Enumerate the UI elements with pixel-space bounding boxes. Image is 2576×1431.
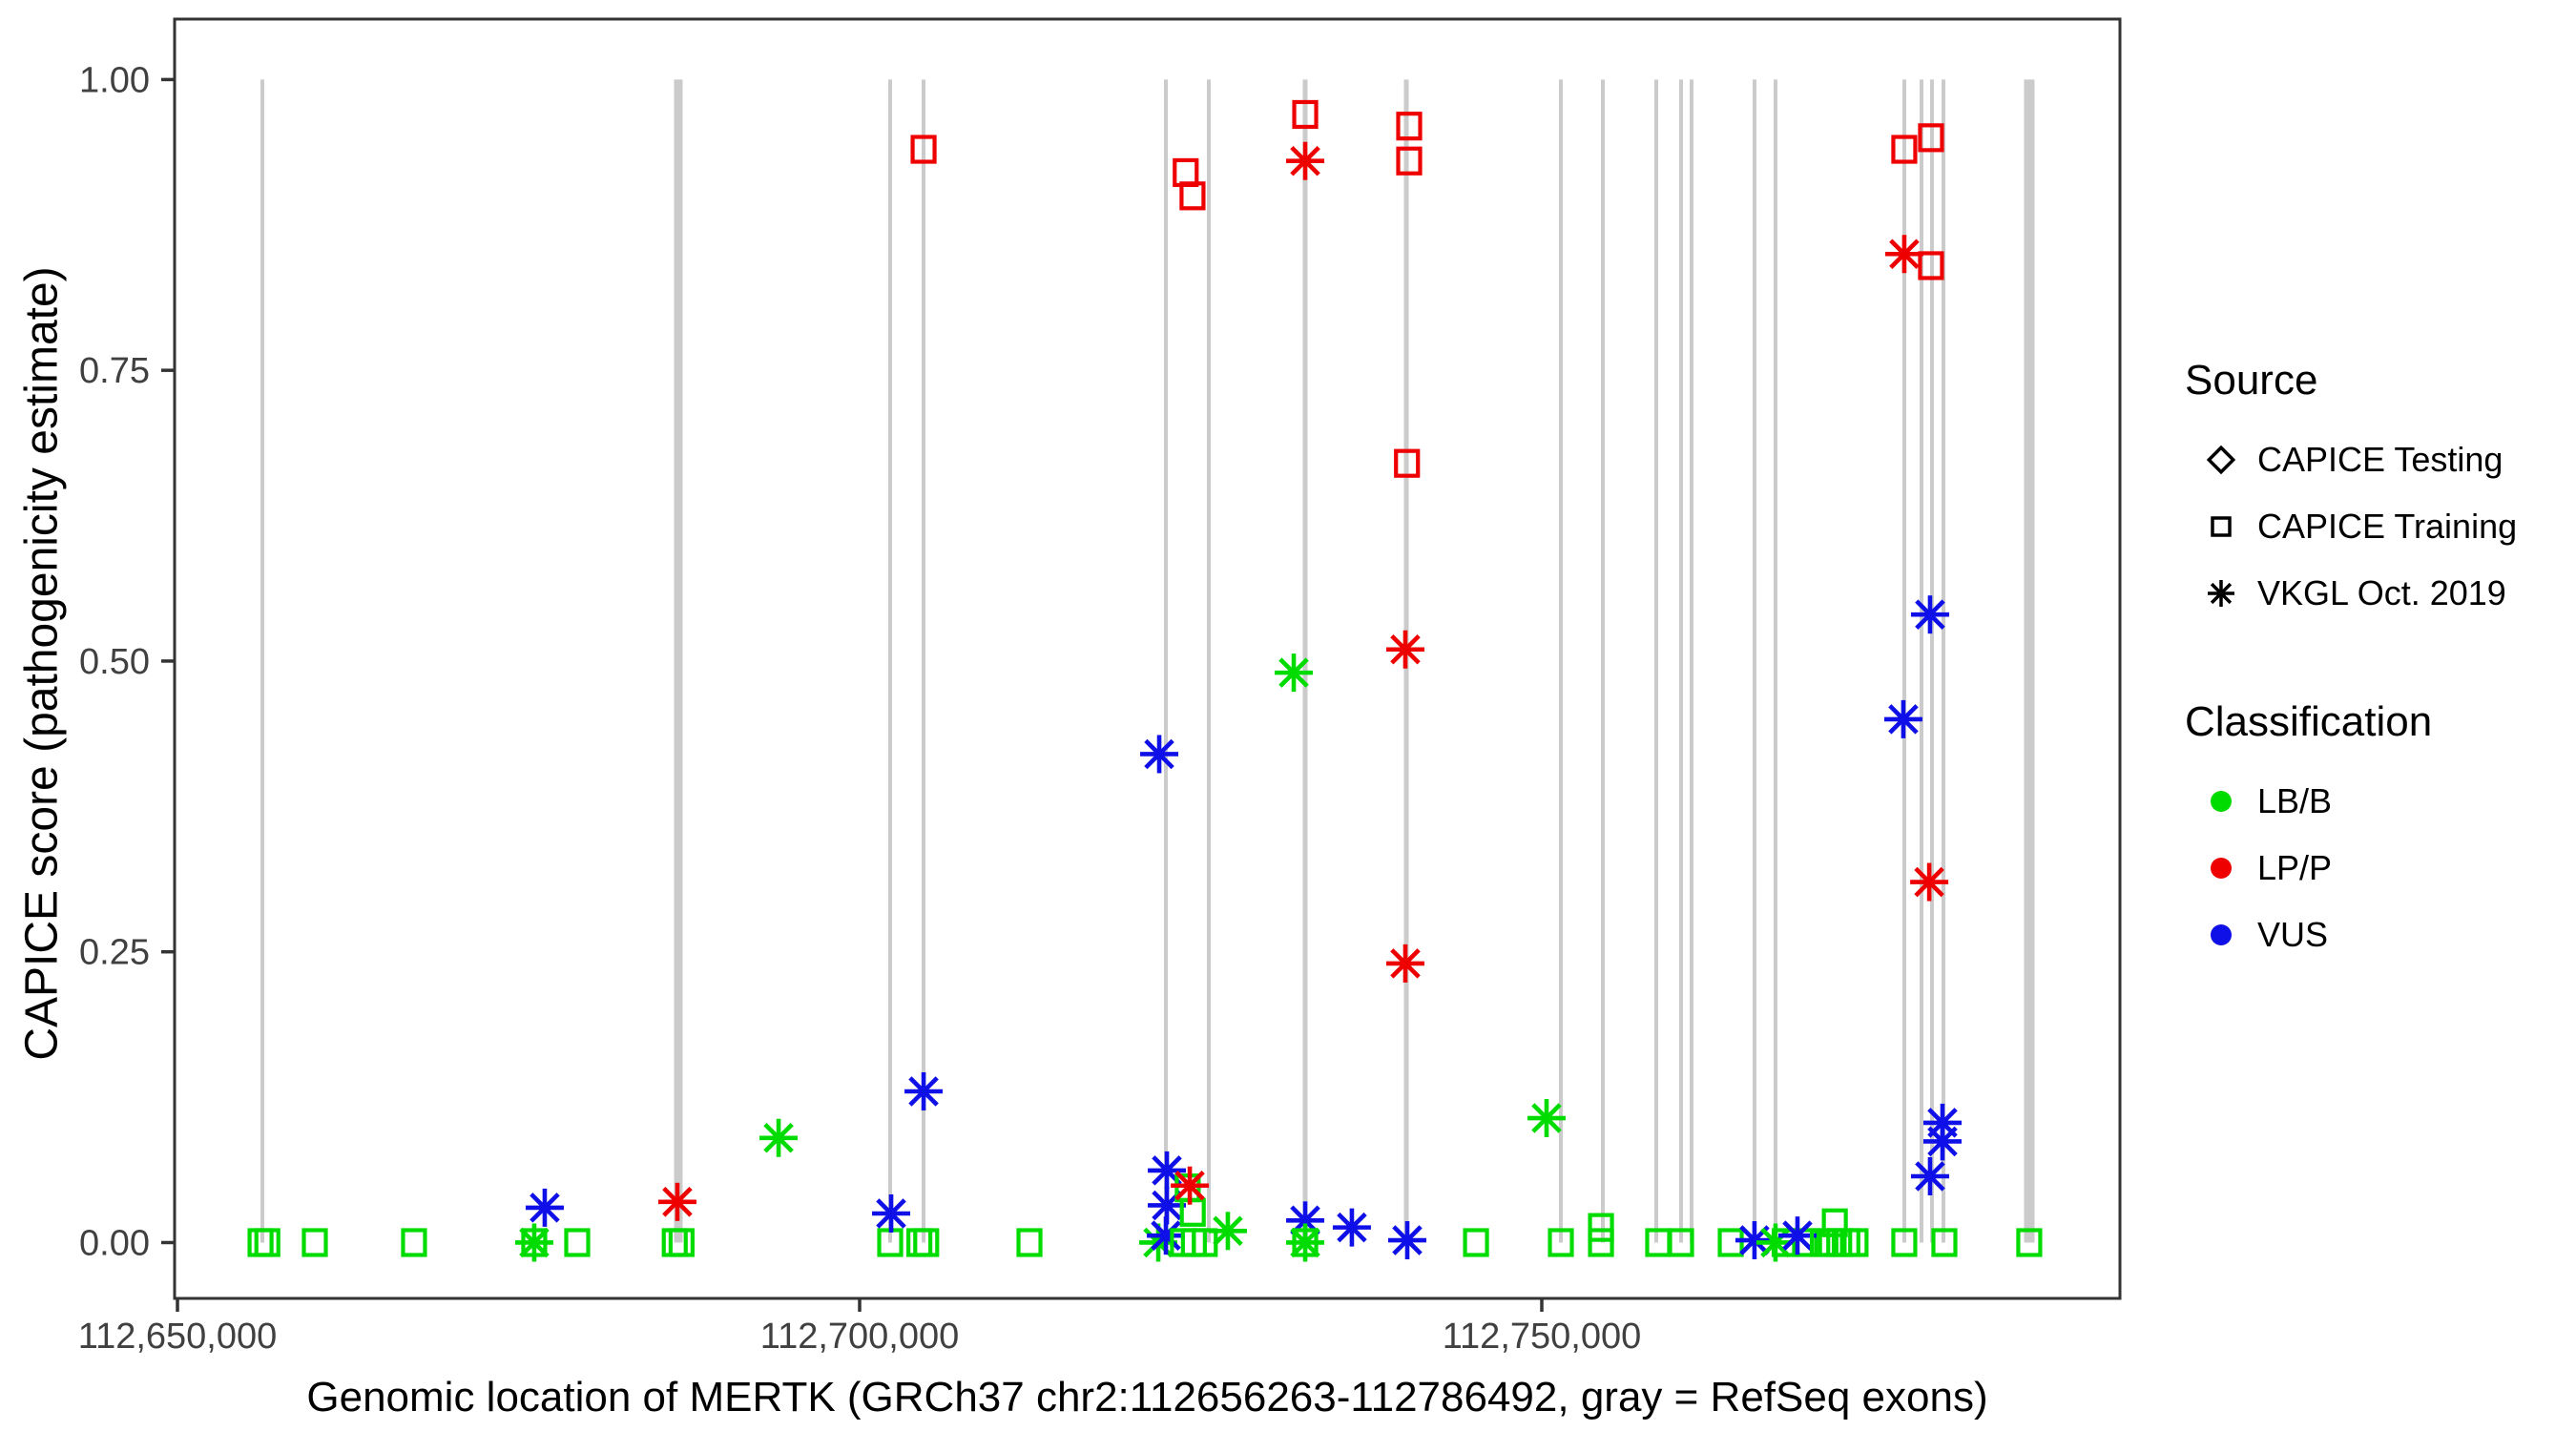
legend-item: VKGL Oct. 2019 (2185, 560, 2517, 627)
data-point-asterisk (872, 1194, 911, 1234)
data-point-square (301, 1228, 328, 1257)
data-point-asterisk (1922, 1122, 1962, 1161)
data-point-asterisk (1910, 1156, 1949, 1195)
data-point-asterisk (1332, 1208, 1371, 1247)
data-point-asterisk (1385, 630, 1424, 669)
data-point-square (1173, 157, 1199, 188)
data-point-asterisk (904, 1072, 944, 1111)
dot-icon (2211, 858, 2232, 879)
diamond-icon (2206, 445, 2236, 475)
data-point-square (1891, 135, 1918, 164)
panel-border (173, 17, 2122, 1300)
data-point-asterisk (759, 1118, 799, 1157)
y-tick-label: 0.00 (79, 1223, 150, 1263)
x-tick-label: 112,700,000 (760, 1317, 960, 1357)
data-point-square (1717, 1228, 1744, 1257)
legend-marker (2185, 500, 2257, 553)
data-point-square (254, 1228, 280, 1257)
legend-marker (2185, 908, 2257, 962)
data-point-asterisk (514, 1223, 553, 1262)
data-point-square (401, 1228, 427, 1257)
data-point-square (564, 1228, 591, 1257)
data-point-asterisk (1275, 653, 1314, 693)
data-point-square (668, 1228, 695, 1257)
legend-item: CAPICE Testing (2185, 426, 2517, 493)
legend-item: CAPICE Training (2185, 493, 2517, 560)
legend-item-label: VUS (2257, 915, 2329, 954)
data-point-square (1588, 1228, 1614, 1257)
data-point-asterisk (1387, 1221, 1426, 1260)
data-point-square (1931, 1228, 1958, 1257)
data-point-square (906, 1228, 933, 1257)
data-point-square (1179, 1197, 1206, 1227)
data-point-asterisk (1910, 595, 1949, 634)
dot-icon (2211, 791, 2232, 812)
legend-marker (2185, 567, 2257, 620)
data-point-square (1396, 146, 1423, 176)
data-point-square (1016, 1228, 1043, 1257)
legend-source-title: Source (2185, 357, 2318, 404)
legend-item-label: LP/P (2257, 848, 2333, 887)
data-point-square (1396, 112, 1423, 141)
legend-item-label: LB/B (2257, 781, 2333, 820)
data-point-asterisk (1147, 1216, 1186, 1255)
legend-marker (2185, 841, 2257, 895)
legend-classification-title: Classification (2185, 698, 2433, 745)
data-point-square (2016, 1228, 2043, 1257)
data-point-square (1463, 1228, 1489, 1257)
data-point-square (910, 135, 937, 164)
legend-item: VUS (2185, 902, 2432, 968)
data-point-square (1394, 448, 1421, 478)
dot-icon (2211, 924, 2232, 945)
data-point-square (1842, 1228, 1869, 1257)
data-point-asterisk (657, 1182, 696, 1221)
data-point-asterisk (525, 1188, 564, 1227)
y-axis-title: CAPICE score (pathogenicity estimate) (16, 266, 68, 1061)
data-point-asterisk (1910, 862, 1949, 902)
square-icon (2211, 516, 2232, 537)
x-tick-label: 112,650,000 (78, 1317, 278, 1357)
data-point-asterisk (1527, 1099, 1567, 1138)
legend-item: LB/B (2185, 768, 2432, 835)
data-point-square (1918, 251, 1944, 280)
data-point-asterisk (1286, 141, 1325, 180)
x-tick-label: 112,750,000 (1443, 1317, 1642, 1357)
data-point-square (1891, 1228, 1918, 1257)
y-tick-label: 1.00 (79, 60, 150, 100)
data-point-asterisk (1884, 235, 1923, 274)
legend-marker (2185, 775, 2257, 828)
legend-item-label: CAPICE Testing (2257, 440, 2503, 479)
y-tick-label: 0.75 (79, 351, 150, 391)
x-axis-title: Genomic location of MERTK (GRCh37 chr2:1… (306, 1374, 1988, 1421)
data-point-square (1668, 1228, 1694, 1257)
legend-marker (2185, 433, 2257, 487)
data-point-asterisk (1208, 1212, 1247, 1251)
data-point-square (1548, 1228, 1574, 1257)
legend-item-label: VKGL Oct. 2019 (2257, 573, 2506, 612)
data-point-asterisk (1735, 1221, 1774, 1260)
data-point-asterisk (1883, 699, 1922, 738)
asterisk-icon (2208, 580, 2234, 607)
data-point-asterisk (1171, 1166, 1210, 1205)
data-point-square (1918, 123, 1944, 153)
data-point-asterisk (1286, 1223, 1325, 1262)
data-point-asterisk (1140, 735, 1179, 774)
data-point-square (1179, 181, 1206, 211)
y-tick-label: 0.50 (79, 642, 150, 682)
data-point-square (1588, 1213, 1614, 1242)
legend-item-label: CAPICE Training (2257, 507, 2518, 546)
data-point-square (913, 1228, 940, 1257)
legend-item: LP/P (2185, 835, 2432, 902)
data-point-asterisk (1385, 944, 1424, 983)
y-tick-label: 0.25 (79, 933, 150, 973)
data-point-square (1292, 99, 1319, 130)
